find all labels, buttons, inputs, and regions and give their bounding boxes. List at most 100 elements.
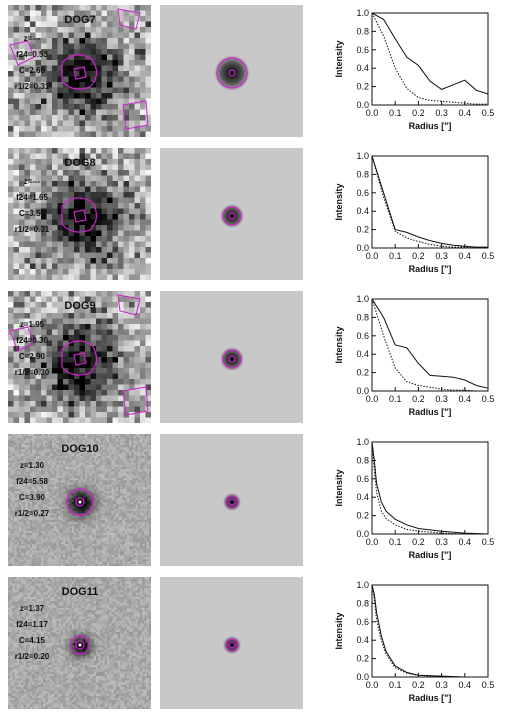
intensity-profile-chart: 0.0 0.1 0.2 0.3 0.4 0.5 0.0 0.2 0.4 0.6 0.8 1.0 Radi… xyxy=(330,5,500,141)
y-tick-label: 0.6 xyxy=(356,188,369,198)
galaxy-profile-line xyxy=(371,584,488,678)
y-tick-label: 0.4 xyxy=(356,63,369,73)
galaxy-profile-line xyxy=(371,441,489,535)
x-tick-label: 0.2 xyxy=(412,537,425,547)
y-axis-title: Intensity xyxy=(334,469,344,506)
x-tick-label: 0.1 xyxy=(389,394,402,404)
contour-overlay xyxy=(9,294,149,416)
x-tick-label: 0.5 xyxy=(482,680,495,690)
y-tick-label: 0.8 xyxy=(356,598,369,608)
psf-profile-line xyxy=(371,12,488,105)
object-f24-label: f24=1.65 xyxy=(16,193,48,202)
x-tick-label: 0.0 xyxy=(366,680,379,690)
plot-frame xyxy=(371,298,489,392)
x-axis-title: Radius ["] xyxy=(409,407,452,417)
object-r12-label: r1/2=0.20 xyxy=(15,652,50,661)
galaxy-image-panel: DOG9 z=1.95 f24=0.30 C=2.90 r1/2=0.30 xyxy=(8,291,151,423)
psf-image-panel xyxy=(160,5,303,137)
psf-contour xyxy=(222,206,242,226)
plot-frame xyxy=(371,12,489,106)
x-tick-label: 0.1 xyxy=(389,537,402,547)
object-name: DOG8 xyxy=(64,157,95,169)
x-axis-title: Radius ["] xyxy=(409,121,452,131)
psf-profile-line xyxy=(371,298,488,392)
y-tick-label: 0.4 xyxy=(356,635,369,645)
object-r12-label: r1/2=0.31 xyxy=(15,82,50,91)
object-f24-label: f24=0.30 xyxy=(16,336,48,345)
psf-contour xyxy=(225,638,239,652)
y-tick-label: 0.8 xyxy=(356,169,369,179)
x-tick-label: 0.5 xyxy=(482,108,495,118)
y-axis-title: Intensity xyxy=(334,612,344,649)
plot-frame xyxy=(371,584,489,678)
object-C-label: C=3.90 xyxy=(19,493,46,502)
x-tick-label: 0.2 xyxy=(412,680,425,690)
psf-image-panel xyxy=(160,291,303,423)
contour-overlay xyxy=(61,197,98,233)
galaxy-image-panel: DOG8 z=--- f24=1.65 C=3.50 r1/2=0.31 xyxy=(8,148,151,280)
y-axis-title: Intensity xyxy=(334,326,344,363)
y-tick-label: 0.6 xyxy=(356,617,369,627)
object-z-label: z=1.37 xyxy=(20,604,45,613)
y-tick-label: 1.0 xyxy=(356,437,369,447)
y-tick-label: 0.0 xyxy=(356,100,369,110)
object-row: DOG7 z=--- f24=0.53 C=2.65 r1/2=0.31 0.0 0.1 0.… xyxy=(0,5,505,141)
y-tick-label: 0.2 xyxy=(356,368,369,378)
x-tick-label: 0.2 xyxy=(412,251,425,261)
y-tick-label: 1.0 xyxy=(356,294,369,304)
x-axis-title: Radius ["] xyxy=(409,550,452,560)
object-C-label: C=2.65 xyxy=(19,66,46,75)
psf-profile-line xyxy=(371,441,488,535)
object-row: DOG9 z=1.95 f24=0.30 C=2.90 r1/2=0.30 0.0 0.1 0… xyxy=(0,291,505,427)
x-tick-label: 0.1 xyxy=(389,680,402,690)
psf-profile-line xyxy=(371,155,488,249)
object-f24-label: f24=0.53 xyxy=(16,50,48,59)
object-row: DOG8 z=--- f24=1.65 C=3.50 r1/2=0.31 0.0 0.1 0.… xyxy=(0,148,505,284)
object-C-label: C=4.15 xyxy=(19,636,46,645)
galaxy-image-panel: DOG10 z=1.30 f24=5.58 C=3.90 r1/2=0.27 xyxy=(8,434,151,566)
y-tick-label: 0.0 xyxy=(356,243,369,253)
x-tick-label: 0.4 xyxy=(459,394,472,404)
galaxy-image-panel: DOG11 z=1.37 f24=1.17 C=4.15 r1/2=0.20 xyxy=(8,577,151,709)
y-tick-label: 0.2 xyxy=(356,511,369,521)
x-tick-label: 0.3 xyxy=(435,108,448,118)
intensity-profile-chart: 0.0 0.1 0.2 0.3 0.4 0.5 0.0 0.2 0.4 0.6 0.8 1.0 Radi… xyxy=(330,148,500,284)
y-tick-label: 0.2 xyxy=(356,82,369,92)
object-name: DOG9 xyxy=(64,300,95,312)
object-r12-label: r1/2=0.31 xyxy=(15,225,50,234)
contour-overlay xyxy=(66,488,94,516)
psf-image-panel xyxy=(160,577,303,709)
y-tick-label: 0.2 xyxy=(356,654,369,664)
intensity-profile-chart: 0.0 0.1 0.2 0.3 0.4 0.5 0.0 0.2 0.4 0.6 0.8 1.0 Radi… xyxy=(330,577,500,713)
object-row: DOG10 z=1.30 f24=5.58 C=3.90 r1/2=0.27 0.0 0.1… xyxy=(0,434,505,570)
object-name: DOG7 xyxy=(64,14,95,26)
object-z-label: z=--- xyxy=(24,177,41,186)
galaxy-profile-line xyxy=(371,298,489,389)
object-C-label: C=2.90 xyxy=(19,352,46,361)
x-tick-label: 0.2 xyxy=(412,108,425,118)
x-tick-label: 0.3 xyxy=(435,680,448,690)
object-name: DOG11 xyxy=(62,586,99,598)
x-axis-title: Radius ["] xyxy=(409,264,452,274)
x-tick-label: 0.0 xyxy=(366,537,379,547)
intensity-profile-chart: 0.0 0.1 0.2 0.3 0.4 0.5 0.0 0.2 0.4 0.6 0.8 1.0 Radi… xyxy=(330,291,500,427)
galaxy-profile-line xyxy=(371,12,489,95)
y-axis-title: Intensity xyxy=(334,183,344,220)
intensity-profile-chart: 0.0 0.1 0.2 0.3 0.4 0.5 0.0 0.2 0.4 0.6 0.8 1.0 Radi… xyxy=(330,434,500,570)
y-tick-label: 0.6 xyxy=(356,331,369,341)
x-tick-label: 0.0 xyxy=(366,108,379,118)
x-tick-label: 0.3 xyxy=(435,537,448,547)
plot-frame xyxy=(371,441,489,535)
x-tick-label: 0.4 xyxy=(459,251,472,261)
galaxy-image-panel: DOG7 z=--- f24=0.53 C=2.65 r1/2=0.31 xyxy=(8,5,151,137)
y-tick-label: 1.0 xyxy=(356,8,369,18)
psf-contour xyxy=(216,57,248,89)
contour-overlay xyxy=(70,635,90,655)
y-tick-label: 0.4 xyxy=(356,206,369,216)
x-tick-label: 0.5 xyxy=(482,251,495,261)
object-r12-label: r1/2=0.30 xyxy=(15,368,50,377)
x-axis-title: Radius ["] xyxy=(409,693,452,703)
object-f24-label: f24=1.17 xyxy=(16,620,48,629)
y-tick-label: 0.6 xyxy=(356,45,369,55)
y-tick-label: 0.0 xyxy=(356,386,369,396)
